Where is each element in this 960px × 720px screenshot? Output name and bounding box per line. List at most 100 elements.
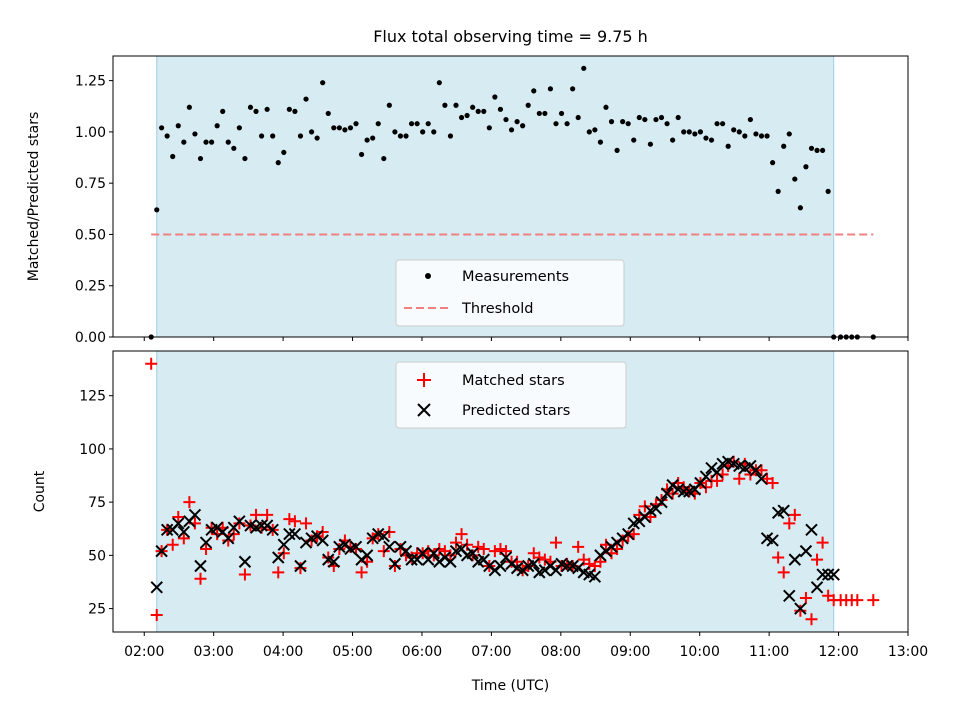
matched-star-point [777,566,790,579]
predicted-star-point [150,581,163,594]
matched-star-point [766,476,779,489]
predicted-star-point [560,559,574,573]
measurement-point [286,106,292,112]
bottom-y-tick-label: 100 [79,442,106,458]
measurement-point [508,127,515,133]
measurement-point [397,133,404,139]
top-y-tick-label: 1.25 [75,74,106,90]
measurement-point [825,188,831,194]
predicted-star-point [388,557,402,571]
predicted-star-point [160,523,174,537]
measurement-point [542,110,548,117]
measurement-point [364,137,370,143]
matched-star-point [350,542,363,555]
bottom-y-tick-label: 50 [88,548,106,564]
predicted-star-point [255,519,268,532]
predicted-star-point [755,472,768,485]
measurement-point [408,121,415,127]
matched-star-point [272,566,285,579]
measurement-point [525,102,531,108]
predicted-star-point [821,568,835,581]
predicted-star-point [710,466,724,479]
matched-star-point [172,511,185,524]
predicted-star-point [783,589,796,603]
predicted-star-point [294,559,307,573]
predicted-star-point [494,559,507,573]
measurement-point [819,147,826,153]
matched-star-point [150,608,163,621]
predicted-star-point [266,523,279,537]
matched-star-point [538,553,551,566]
predicted-star-point [199,536,213,549]
predicted-star-point [188,508,202,522]
predicted-star-point [660,487,674,500]
measurement-point [420,129,426,135]
measurement-point [236,125,242,131]
measurement-point [353,121,359,127]
bottom-y-tick-label: 25 [88,602,106,618]
measurement-point [486,125,492,131]
measurement-point [275,160,281,166]
measurement-point [625,121,631,127]
measurement-point [775,188,781,194]
measurement-point [214,123,220,129]
measurement-point [670,137,676,143]
top-y-tick-label: 1.00 [75,125,106,141]
bottom-x-tick-label: 02:00 [124,644,164,660]
bottom-y-tick-label: 125 [79,389,106,405]
top-y-axis-ticks: 0.00 0.25 0.50 0.75 1.00 1.25 [75,74,113,346]
matched-star-point [794,604,807,617]
matched-star-point [805,613,818,626]
measurement-point [442,102,448,108]
measurement-point [492,94,498,100]
matched-star-point [477,542,490,555]
measurement-point [708,137,715,143]
top-y-tick-label: 0.50 [75,227,106,243]
measurement-points [148,65,876,340]
predicted-star-point [377,529,390,543]
measurement-point [786,131,792,137]
predicted-star-point [155,544,168,558]
predicted-star-point [283,527,296,541]
bottom-legend-box [395,361,627,429]
predicted-star-point [810,581,824,594]
matched-star-point [449,536,462,549]
predicted-star-point [427,547,440,560]
bottom-x-tick-label: 06:00 [402,644,442,660]
measurement-point [264,106,270,112]
matched-star-point [238,568,251,581]
measurement-point [159,125,165,131]
bottom-x-tick-label: 09:00 [610,644,650,660]
measurement-point [186,104,192,110]
bottom-panel: 25 50 75 100 125 02:00 03:00 04:00 05:00 06:00 07… [32,350,928,694]
measurement-point [614,147,620,153]
matched-star-point [261,508,274,521]
measurement-point [514,119,520,125]
predicted-star-point [766,534,779,547]
measurement-point [781,143,787,149]
x-axis-label: Time (UTC) [471,678,549,694]
bottom-legend: Matched stars Predicted stars [395,361,627,429]
measurement-point [703,135,709,141]
matched-star-point [533,551,546,564]
measurement-point [447,133,454,139]
measurement-point [175,123,181,129]
matched-star-point [799,591,812,604]
bottom-y-tick-label: 75 [88,495,106,511]
predicted-star-point [272,551,285,564]
measurement-point [692,131,698,137]
measurement-point [814,147,820,153]
measurement-point [736,129,742,135]
measurement-point [475,108,481,114]
predicted-star-point [777,504,790,517]
measurement-point [642,116,648,123]
predicted-star-point [588,570,602,583]
matched-star-point [472,540,485,553]
predicted-star-point [194,559,207,573]
matched-star-point [177,532,190,545]
bottom-x-tick-label: 11:00 [749,644,789,660]
measurement-point [603,104,609,110]
measurement-point [581,65,587,71]
measurement-point [342,127,348,133]
